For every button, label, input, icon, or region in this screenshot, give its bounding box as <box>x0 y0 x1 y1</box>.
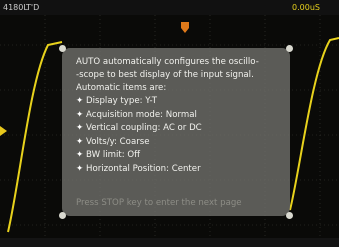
help-item: ✦Acquisition mode: Normal <box>76 110 197 120</box>
bullet: ✦ <box>76 123 86 133</box>
trigger-position: 0.00uS <box>292 3 320 12</box>
bullet: ✦ <box>76 110 86 120</box>
auto-help-panel: AUTO automatically configures the oscill… <box>62 48 290 216</box>
help-item: ✦Display type: Y-T <box>76 96 157 106</box>
help-item: ✦Vertical coupling: AC or DC <box>76 123 202 133</box>
help-line: AUTO automatically configures the oscill… <box>76 57 259 67</box>
bullet: ✦ <box>76 96 86 106</box>
item-text: Volts/y: Coarse <box>86 137 150 147</box>
run-state: T'D <box>26 3 39 12</box>
help-line: -scope to best display of the input sign… <box>76 70 254 80</box>
model: 4180L <box>3 3 28 12</box>
channel-marker <box>0 126 7 136</box>
bullet: ✦ <box>76 137 86 147</box>
item-text: Acquisition mode: Normal <box>86 110 197 120</box>
help-footer: Press STOP key to enter the next page <box>76 198 242 208</box>
help-line: Automatic items are: <box>76 83 166 93</box>
item-text: Display type: Y-T <box>86 96 157 106</box>
bullet: ✦ <box>76 164 86 174</box>
bullet: ✦ <box>76 150 86 160</box>
oscilloscope-screen: 4180L T'D 0.00uS AUTO automatically conf… <box>0 0 339 247</box>
trigger-marker <box>181 22 189 33</box>
help-item: ✦Horizontal Position: Center <box>76 164 201 174</box>
bottom-bar <box>0 238 339 247</box>
help-item: ✦BW limit: Off <box>76 150 140 160</box>
item-text: Horizontal Position: Center <box>86 164 201 174</box>
top-bar: 4180L T'D 0.00uS <box>0 0 339 15</box>
help-item: ✦Volts/y: Coarse <box>76 137 150 147</box>
item-text: BW limit: Off <box>86 150 140 160</box>
item-text: Vertical coupling: AC or DC <box>86 123 202 133</box>
